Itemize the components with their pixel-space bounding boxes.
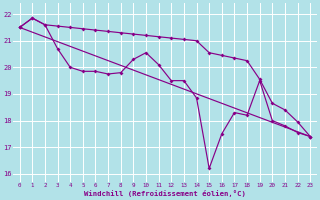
X-axis label: Windchill (Refroidissement éolien,°C): Windchill (Refroidissement éolien,°C): [84, 190, 246, 197]
